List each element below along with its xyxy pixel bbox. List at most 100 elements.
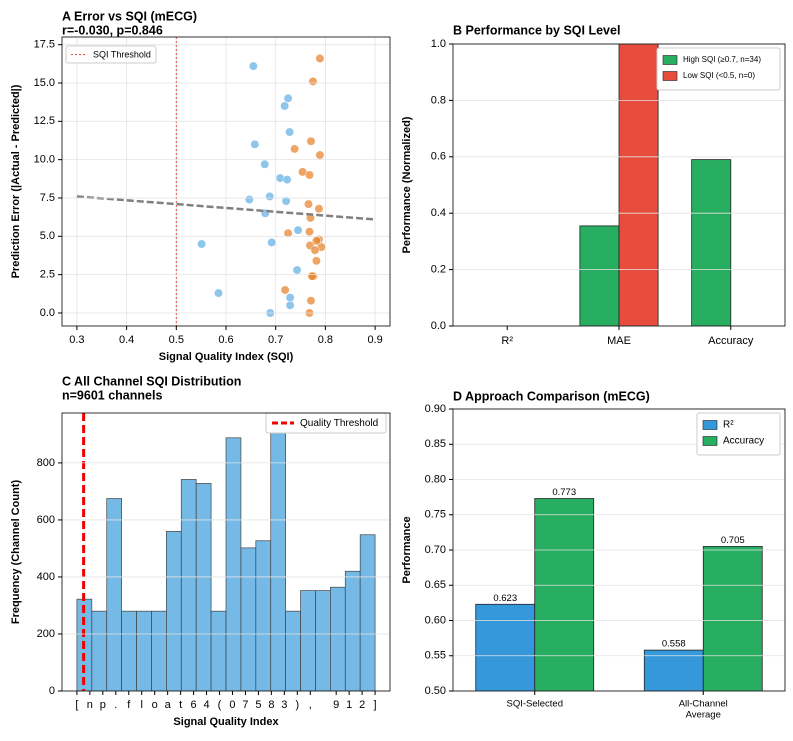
histogram-bar xyxy=(91,610,108,691)
x-tick-label: 0.7 xyxy=(268,334,283,346)
x-tick-label: 3 xyxy=(281,699,287,711)
x-tick-label: 5 xyxy=(255,699,261,711)
axes-frame xyxy=(452,43,786,327)
y-tick-label: 0.0 xyxy=(431,320,446,332)
point xyxy=(285,127,295,137)
point xyxy=(305,170,314,180)
x-tick-label: 0.9 xyxy=(367,334,382,346)
x-tick-label: 7 xyxy=(242,699,248,711)
y-tick-label: 0.4 xyxy=(431,207,446,219)
x-axis-label: Signal Quality Index (SQI) xyxy=(159,351,294,363)
x-tick-label: 9 xyxy=(333,699,339,711)
point xyxy=(285,293,295,303)
plot-area xyxy=(579,44,732,326)
legend-box xyxy=(656,47,781,91)
histogram-bar xyxy=(106,498,122,691)
x-tick-label: Average xyxy=(686,710,721,721)
histogram-bar xyxy=(315,590,331,691)
y-tick-label: 0.55 xyxy=(425,650,446,662)
bar xyxy=(618,44,659,326)
histogram-bar xyxy=(330,586,346,691)
plot-area xyxy=(76,37,376,326)
histogram-bar xyxy=(255,540,272,691)
legend-label: Low SQI (<0.5, n=0) xyxy=(683,71,755,80)
x-tick-label: ) xyxy=(295,699,299,711)
y-tick-label: 1.0 xyxy=(431,38,446,50)
legend-label: High SQI (≥0.7, n=34) xyxy=(683,55,761,64)
point xyxy=(197,239,207,249)
axes-frame xyxy=(61,36,391,327)
point xyxy=(315,54,325,63)
legend-label: R² xyxy=(723,420,734,431)
x-tick-label: 6 xyxy=(191,699,197,711)
legend-box xyxy=(65,45,157,64)
plot-area xyxy=(76,413,376,691)
legend-box xyxy=(696,412,781,456)
y-tick-label: 7.5 xyxy=(40,192,55,204)
histogram-bar xyxy=(195,483,212,691)
histogram-bar xyxy=(121,610,137,691)
plot-area xyxy=(475,498,763,691)
axes-frame xyxy=(61,412,391,692)
point xyxy=(280,285,290,295)
point xyxy=(307,271,317,281)
x-tick-label: n xyxy=(87,699,93,711)
point xyxy=(315,150,325,160)
chart-title: D Approach Comparison (mECG) xyxy=(453,389,650,403)
y-tick-label: 0.90 xyxy=(425,403,446,415)
x-axis-label: Signal Quality Index xyxy=(173,716,279,728)
data-label: 0.623 xyxy=(493,593,517,604)
bar xyxy=(643,649,704,691)
point xyxy=(281,196,291,206)
x-tick-label: R² xyxy=(501,335,513,347)
chart-subtitle: r=-0.030, p=0.846 xyxy=(62,23,163,37)
legend-swatch xyxy=(662,71,678,81)
histogram-bar xyxy=(285,610,301,691)
histogram-bar xyxy=(151,610,167,691)
y-tick-label: 400 xyxy=(37,571,55,583)
point xyxy=(280,101,290,111)
x-tick-label: l xyxy=(141,699,143,711)
histogram-bar xyxy=(270,414,286,691)
x-tick-label: p xyxy=(100,699,106,711)
chart-title: C All Channel SQI Distribution xyxy=(62,374,241,388)
y-tick-label: 0.75 xyxy=(425,509,446,521)
y-tick-label: 0.70 xyxy=(425,544,446,556)
histogram-bar xyxy=(240,547,257,691)
x-tick-label: f xyxy=(127,699,131,711)
data-label: 0.773 xyxy=(552,487,576,498)
histogram-bar xyxy=(210,610,227,691)
point xyxy=(305,227,314,237)
y-tick-label: 600 xyxy=(37,514,55,526)
point xyxy=(244,195,254,204)
y-tick-label: 12.5 xyxy=(34,115,55,127)
point xyxy=(306,136,316,146)
x-tick-label: Accuracy xyxy=(708,335,754,347)
point xyxy=(290,144,300,154)
x-tick-label: 4 xyxy=(203,699,209,711)
x-tick-label: 0.5 xyxy=(169,334,184,346)
legend-label: Accuracy xyxy=(723,436,764,447)
legend-swatch xyxy=(662,55,678,65)
bar xyxy=(534,498,595,691)
y-tick-label: 0.80 xyxy=(425,473,446,485)
point xyxy=(214,288,223,298)
data-label: 0.705 xyxy=(721,535,745,546)
y-tick-label: 0.6 xyxy=(431,151,446,163)
point xyxy=(248,61,258,71)
x-tick-label: SQI-Selected xyxy=(506,699,563,710)
y-tick-label: 0.85 xyxy=(425,438,446,450)
y-tick-label: 0.8 xyxy=(431,94,446,106)
x-tick-label: 0.8 xyxy=(318,334,333,346)
point xyxy=(310,245,320,255)
x-tick-label: a xyxy=(165,699,172,711)
x-tick-label: 0 xyxy=(229,699,235,711)
data-label: 0.558 xyxy=(662,639,686,650)
y-axis-label: Prediction Error (|Actual - Predicted|) xyxy=(10,84,22,278)
legend-swatch xyxy=(702,436,718,446)
x-tick-label: 8 xyxy=(268,699,274,711)
x-tick-label: ( xyxy=(218,699,222,711)
legend-label: SQI Threshold xyxy=(93,49,151,59)
x-tick-label: All-Channel xyxy=(679,699,728,710)
histogram-bar xyxy=(300,590,316,691)
